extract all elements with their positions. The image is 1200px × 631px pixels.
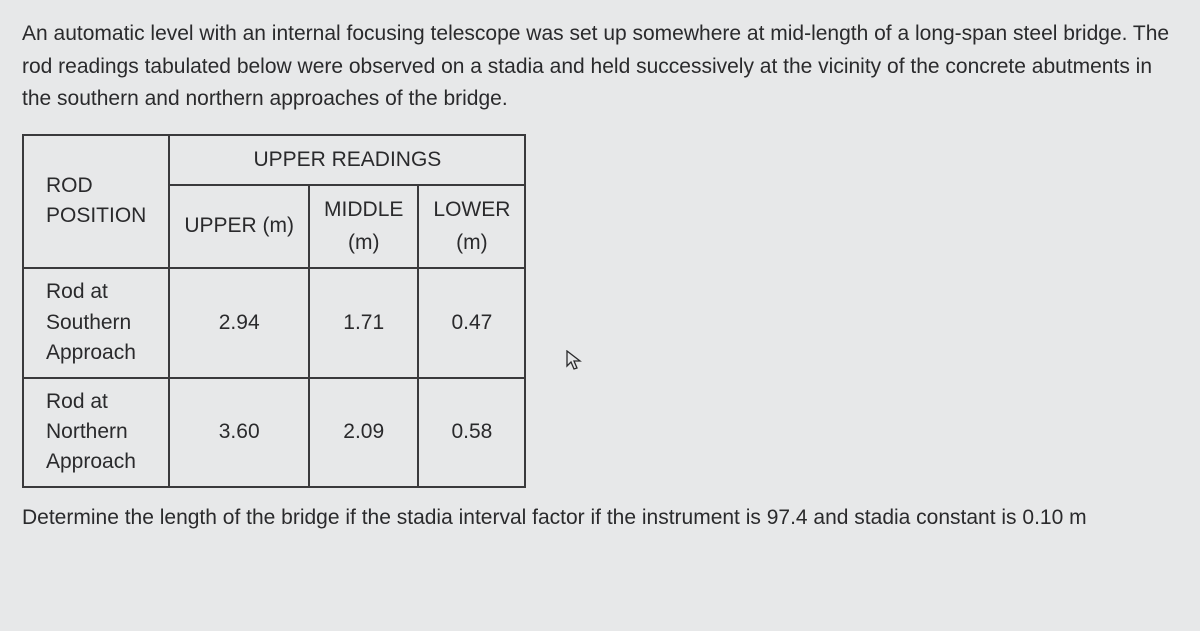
header-lower-m: LOWER(m) [418,185,525,268]
readings-table: RODPOSITION UPPER READINGS UPPER (m) MID… [22,134,526,488]
cell-lower: 0.58 [418,378,525,487]
table-row: Rod atSouthernApproach 2.94 1.71 0.47 [23,268,525,377]
cell-upper: 2.94 [169,268,309,377]
row-label-northern: Rod atNorthernApproach [23,378,169,487]
cursor-icon [566,350,584,372]
cell-middle: 2.09 [309,378,418,487]
header-middle-m: MIDDLE(m) [309,185,418,268]
header-upper-m: UPPER (m) [169,185,309,268]
cell-lower: 0.47 [418,268,525,377]
cell-upper: 3.60 [169,378,309,487]
question-text: Determine the length of the bridge if th… [22,502,1178,535]
row-label-southern: Rod atSouthernApproach [23,268,169,377]
cell-middle: 1.71 [309,268,418,377]
header-upper-readings: UPPER READINGS [169,135,525,186]
problem-intro: An automatic level with an internal focu… [22,18,1178,116]
header-rod-position: RODPOSITION [23,135,169,269]
table-row: Rod atNorthernApproach 3.60 2.09 0.58 [23,378,525,487]
